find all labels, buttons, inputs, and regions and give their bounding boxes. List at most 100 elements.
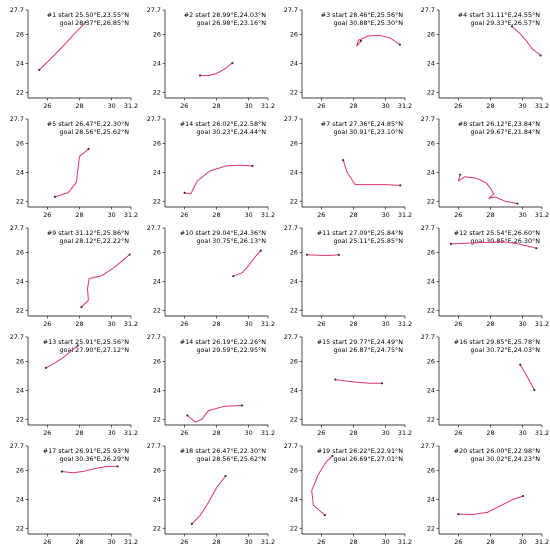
subplot-title-goal: goal 30.75°E,26.13°N (196, 237, 266, 245)
subplot-13: 22 24 26 27.7 26 28 30 31.2 #13 start 25.91°E,25… (10, 333, 138, 437)
trajectory-line (306, 254, 340, 256)
subplot-title-start: #3 start 28.46°E,25.56°N (321, 11, 403, 19)
x-tick-label: 26 (454, 538, 462, 546)
y-tick-label: 27.7 (421, 333, 435, 341)
x-tick-label: 30 (519, 429, 527, 437)
x-tick-label: 26 (180, 102, 188, 110)
goal-point (76, 344, 79, 347)
y-tick-label: 22 (153, 524, 161, 532)
y-tick-label: 26 (290, 31, 298, 39)
y-tick-label: 24 (427, 278, 435, 286)
subplot-title-start: #14 start 26.19°E,22.26°N (180, 338, 266, 346)
x-tick-label: 28 (349, 211, 357, 219)
y-tick-label: 27.7 (10, 333, 24, 341)
goal-point (399, 184, 402, 187)
x-tick-label: 26 (180, 211, 188, 219)
x-tick-label: 26 (180, 320, 188, 328)
x-tick-label: 28 (75, 429, 83, 437)
x-tick-label: 31.2 (124, 211, 138, 219)
goal-point (224, 474, 227, 478)
subplot-title-start: #8 start 26.12°E,23.84°N (458, 120, 540, 128)
x-tick-label: 31.2 (398, 538, 412, 546)
x-tick-label: 30 (245, 429, 253, 437)
y-tick-label: 26 (153, 358, 161, 366)
subplot-18: 22 24 26 27.7 26 28 30 31.2 #18 start 26.47°E,22… (147, 442, 275, 546)
start-point (128, 253, 131, 256)
subplot-16: 22 24 26 27.7 26 28 30 31.2 #16 start 29.85°E,25… (421, 333, 549, 437)
x-tick-label: 30 (108, 320, 116, 328)
x-tick-label: 30 (519, 102, 527, 110)
subplot-3: 22 24 26 27.7 26 28 30 31.2 #3 start 28.46°E,25.… (284, 6, 412, 110)
start-point (53, 195, 56, 199)
start-point (380, 382, 384, 385)
x-tick-label: 26 (43, 429, 51, 437)
subplot-title-start: #1 start 25.50°E,23.55°N (47, 11, 129, 19)
y-tick-label: 26 (427, 140, 435, 148)
x-tick-label: 28 (486, 211, 494, 219)
trajectory-line (80, 254, 131, 308)
trajectory-line (311, 455, 333, 516)
subplot-title-start: #16 start 29.85°E,25.78°N (454, 338, 540, 346)
y-tick-label: 24 (153, 278, 161, 286)
y-tick-label: 24 (290, 278, 298, 286)
trajectory-line (186, 405, 243, 423)
x-tick-label: 26 (317, 429, 325, 437)
start-point (449, 242, 453, 245)
trajectory-line (511, 25, 542, 56)
subplot-title-start: #5 start 26.47°E,22.30°N (47, 120, 129, 128)
y-tick-label: 27.7 (284, 115, 298, 123)
y-tick-label: 27.7 (147, 442, 161, 450)
subplot-title-start: #7 start 27.36°E,24.85°N (321, 120, 403, 128)
x-tick-label: 30 (108, 211, 116, 219)
y-tick-label: 27.7 (10, 115, 24, 123)
y-tick-label: 24 (16, 496, 24, 504)
x-tick-label: 28 (212, 102, 220, 110)
subplot-title-goal: goal 28.37°E,26.85°N (59, 19, 129, 27)
y-tick-label: 27.7 (10, 6, 24, 14)
y-tick-label: 26 (16, 31, 24, 39)
y-tick-label: 24 (427, 496, 435, 504)
start-point (186, 414, 189, 417)
y-tick-label: 22 (16, 415, 24, 423)
y-tick-label: 27.7 (284, 6, 298, 14)
x-tick-label: 30 (382, 538, 390, 546)
y-tick-label: 26 (16, 249, 24, 257)
subplot-19: 22 24 26 27.7 26 28 30 31.2 #19 start 26.22°E,22… (284, 442, 412, 546)
y-tick-label: 26 (16, 358, 24, 366)
trajectory-line (45, 344, 79, 369)
x-tick-label: 28 (486, 429, 494, 437)
subplot-title-start: #9 start 31.12°E,25.86°N (47, 229, 129, 237)
y-tick-label: 22 (290, 524, 298, 532)
trajectory-line (61, 465, 118, 474)
y-tick-label: 26 (16, 140, 24, 148)
y-tick-label: 24 (290, 60, 298, 68)
goal-point (521, 494, 525, 498)
subplot-title-goal: goal 30.88°E,25.30°N (333, 19, 403, 27)
y-tick-label: 22 (290, 306, 298, 314)
subplot-20: 22 24 26 27.7 26 28 30 31.2 #20 start 26.00°E,22… (421, 442, 549, 546)
subplot-title-goal: goal 30.23°E,24.44°N (196, 128, 266, 136)
x-tick-label: 31.2 (535, 538, 549, 546)
goal-point (398, 43, 401, 46)
trajectory-line (342, 159, 401, 186)
subplot-9: 22 24 26 27.7 26 28 30 31.2 #9 start 31.12°E,25.… (10, 224, 138, 328)
x-tick-label: 31.2 (124, 538, 138, 546)
y-tick-label: 27.7 (147, 224, 161, 232)
x-tick-label: 30 (245, 102, 253, 110)
subplot-title-goal: goal 30.91°E,23.10°N (333, 128, 403, 136)
x-tick-label: 30 (382, 429, 390, 437)
trajectory-line (334, 379, 383, 384)
x-tick-label: 26 (43, 211, 51, 219)
goal-point (259, 249, 262, 252)
x-tick-label: 28 (486, 320, 494, 328)
y-tick-label: 27.7 (284, 442, 298, 450)
goal-point (535, 247, 538, 250)
x-tick-label: 31.2 (535, 211, 549, 219)
y-tick-label: 27.7 (284, 224, 298, 232)
start-point (359, 39, 363, 42)
goal-point (516, 202, 519, 205)
trajectory-line (450, 241, 537, 249)
y-tick-label: 26 (153, 249, 161, 257)
subplot-title-start: #18 start 26.47°E,22.30°N (180, 447, 266, 455)
y-tick-label: 22 (153, 306, 161, 314)
